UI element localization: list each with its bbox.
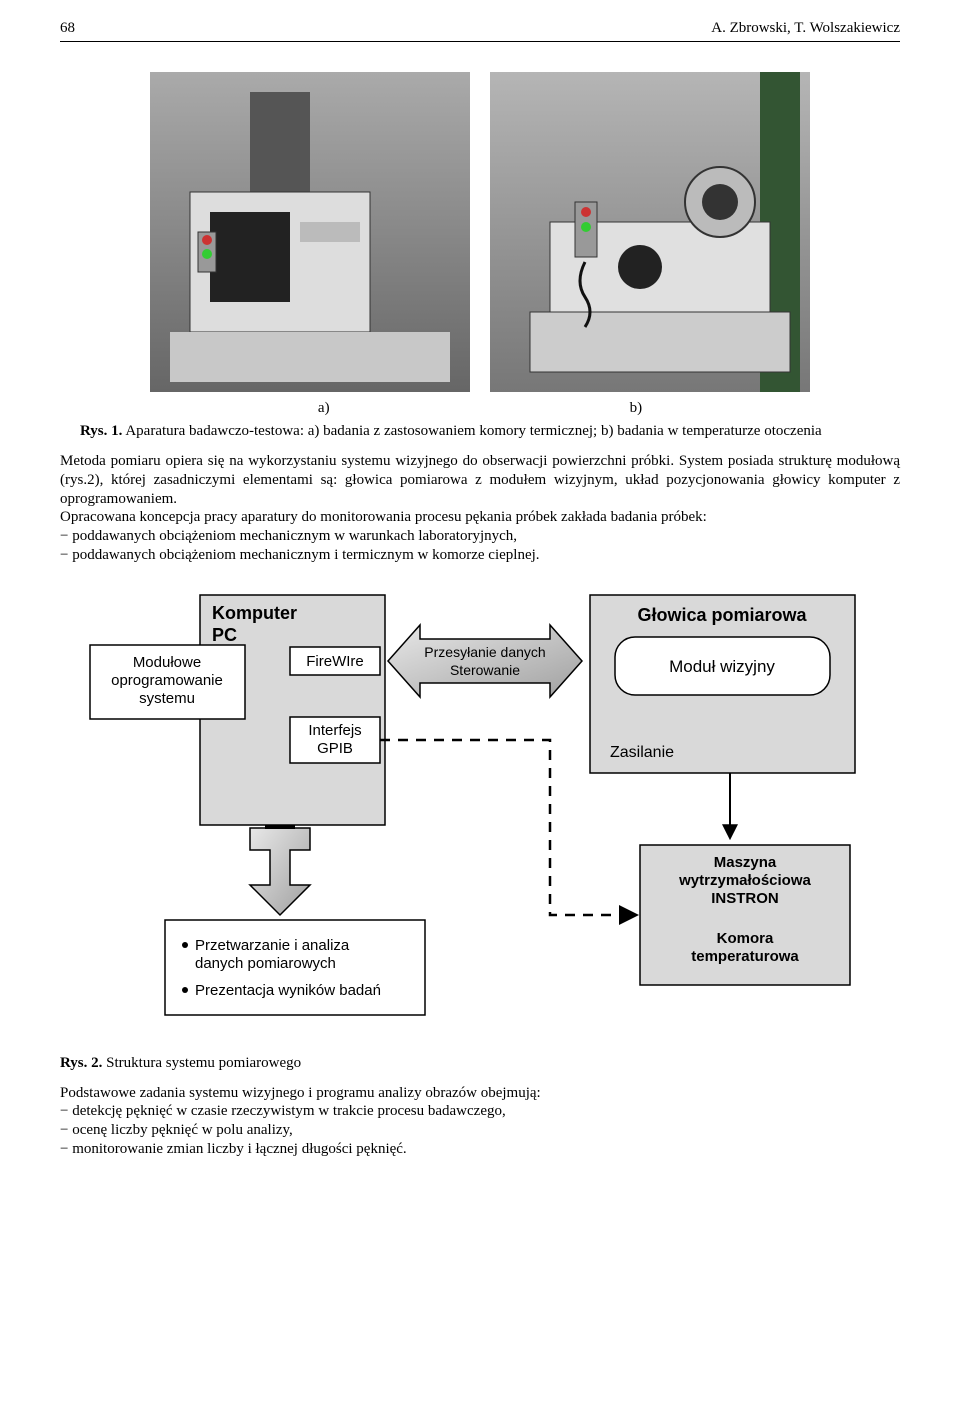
software-l2: oprogramowanie (111, 672, 223, 689)
instron-l3: INSTRON (711, 890, 779, 907)
page-header: 68 A. Zbrowski, T. Wolszakiewicz (60, 20, 900, 42)
gpib-label-2: GPIB (317, 740, 353, 757)
page-number: 68 (60, 20, 75, 37)
proc-l3: Prezentacja wyników badań (195, 982, 381, 999)
software-l3: systemu (139, 690, 195, 707)
arrow-label-1: Przesyłanie danych (424, 644, 545, 660)
instron-l1: Maszyna (714, 854, 777, 871)
head-title: Głowica pomiarowa (637, 605, 807, 625)
figure-1-text: Aparatura badawczo-testowa: a) badania z… (122, 423, 821, 439)
paragraph-2: Opracowana koncepcja pracy aparatury do … (60, 508, 900, 527)
proc-l2: danych pomiarowych (195, 955, 336, 972)
diagram-label: PC (212, 625, 237, 645)
arrow-label-2: Sterowanie (450, 662, 520, 678)
figure-1-prefix: Rys. 1. (80, 423, 122, 439)
sublabel-b: b) (630, 400, 643, 417)
figure-1-photos (60, 72, 900, 392)
figure-2-caption: Rys. 2. Struktura systemu pomiarowego (60, 1055, 900, 1072)
photo-a (150, 72, 470, 392)
power-label: Zasilanie (610, 744, 674, 761)
figure-1-sublabels: a) b) (60, 400, 900, 417)
sublabel-a: a) (318, 400, 330, 417)
software-l1: Modułowe (133, 654, 201, 671)
gpib-label-1: Interfejs (308, 722, 361, 739)
figure-2-diagram: Komputer PC FireWIre Interfejs GPIB Modu… (60, 585, 900, 1045)
diagram-label: Komputer (212, 603, 297, 623)
list1-item2: − poddawanych obciążeniom mechanicznym i… (60, 546, 900, 565)
figure-2-text: Struktura systemu pomiarowego (102, 1055, 301, 1071)
chamber-l1: Komora (717, 930, 774, 947)
instron-l2: wytrzymałościowa (678, 872, 811, 889)
list2-item2: − ocenę liczby pęknięć w polu analizy, (60, 1121, 900, 1140)
list2-item3: − monitorowanie zmian liczby i łącznej d… (60, 1140, 900, 1159)
list1-item1: − poddawanych obciążeniom mechanicznym w… (60, 527, 900, 546)
vision-module-label: Moduł wizyjny (669, 657, 775, 676)
paragraph-3: Podstawowe zadania systemu wizyjnego i p… (60, 1084, 900, 1103)
proc-l1: Przetwarzanie i analiza (195, 937, 350, 954)
header-authors: A. Zbrowski, T. Wolszakiewicz (711, 20, 900, 37)
paragraph-1: Metoda pomiaru opiera się na wykorzystan… (60, 452, 900, 508)
list2-item1: − detekcję pęknięć w czasie rzeczywistym… (60, 1102, 900, 1121)
photo-b (490, 72, 810, 392)
figure-2-prefix: Rys. 2. (60, 1055, 102, 1071)
figure-1-caption: Rys. 1. Aparatura badawczo-testowa: a) b… (80, 423, 880, 440)
firewire-label: FireWIre (306, 653, 364, 670)
chamber-l2: temperaturowa (691, 948, 799, 965)
